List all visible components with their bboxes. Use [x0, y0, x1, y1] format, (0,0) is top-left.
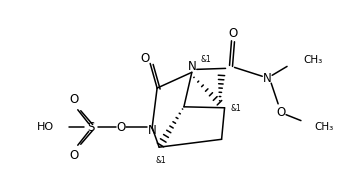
Text: &1: &1 [201, 55, 212, 64]
Text: O: O [69, 93, 79, 106]
Text: O: O [228, 27, 237, 40]
Text: S: S [87, 121, 94, 134]
Text: &1: &1 [230, 104, 241, 113]
Text: O: O [117, 121, 126, 134]
Text: CH₃: CH₃ [303, 56, 322, 65]
Text: N: N [188, 60, 196, 73]
Text: N: N [263, 72, 272, 85]
Text: O: O [276, 106, 286, 119]
Text: O: O [141, 52, 150, 65]
Text: CH₃: CH₃ [315, 122, 334, 131]
Text: N: N [148, 124, 156, 137]
Text: &1: &1 [156, 157, 166, 165]
Text: HO: HO [37, 122, 54, 132]
Text: O: O [69, 149, 79, 162]
